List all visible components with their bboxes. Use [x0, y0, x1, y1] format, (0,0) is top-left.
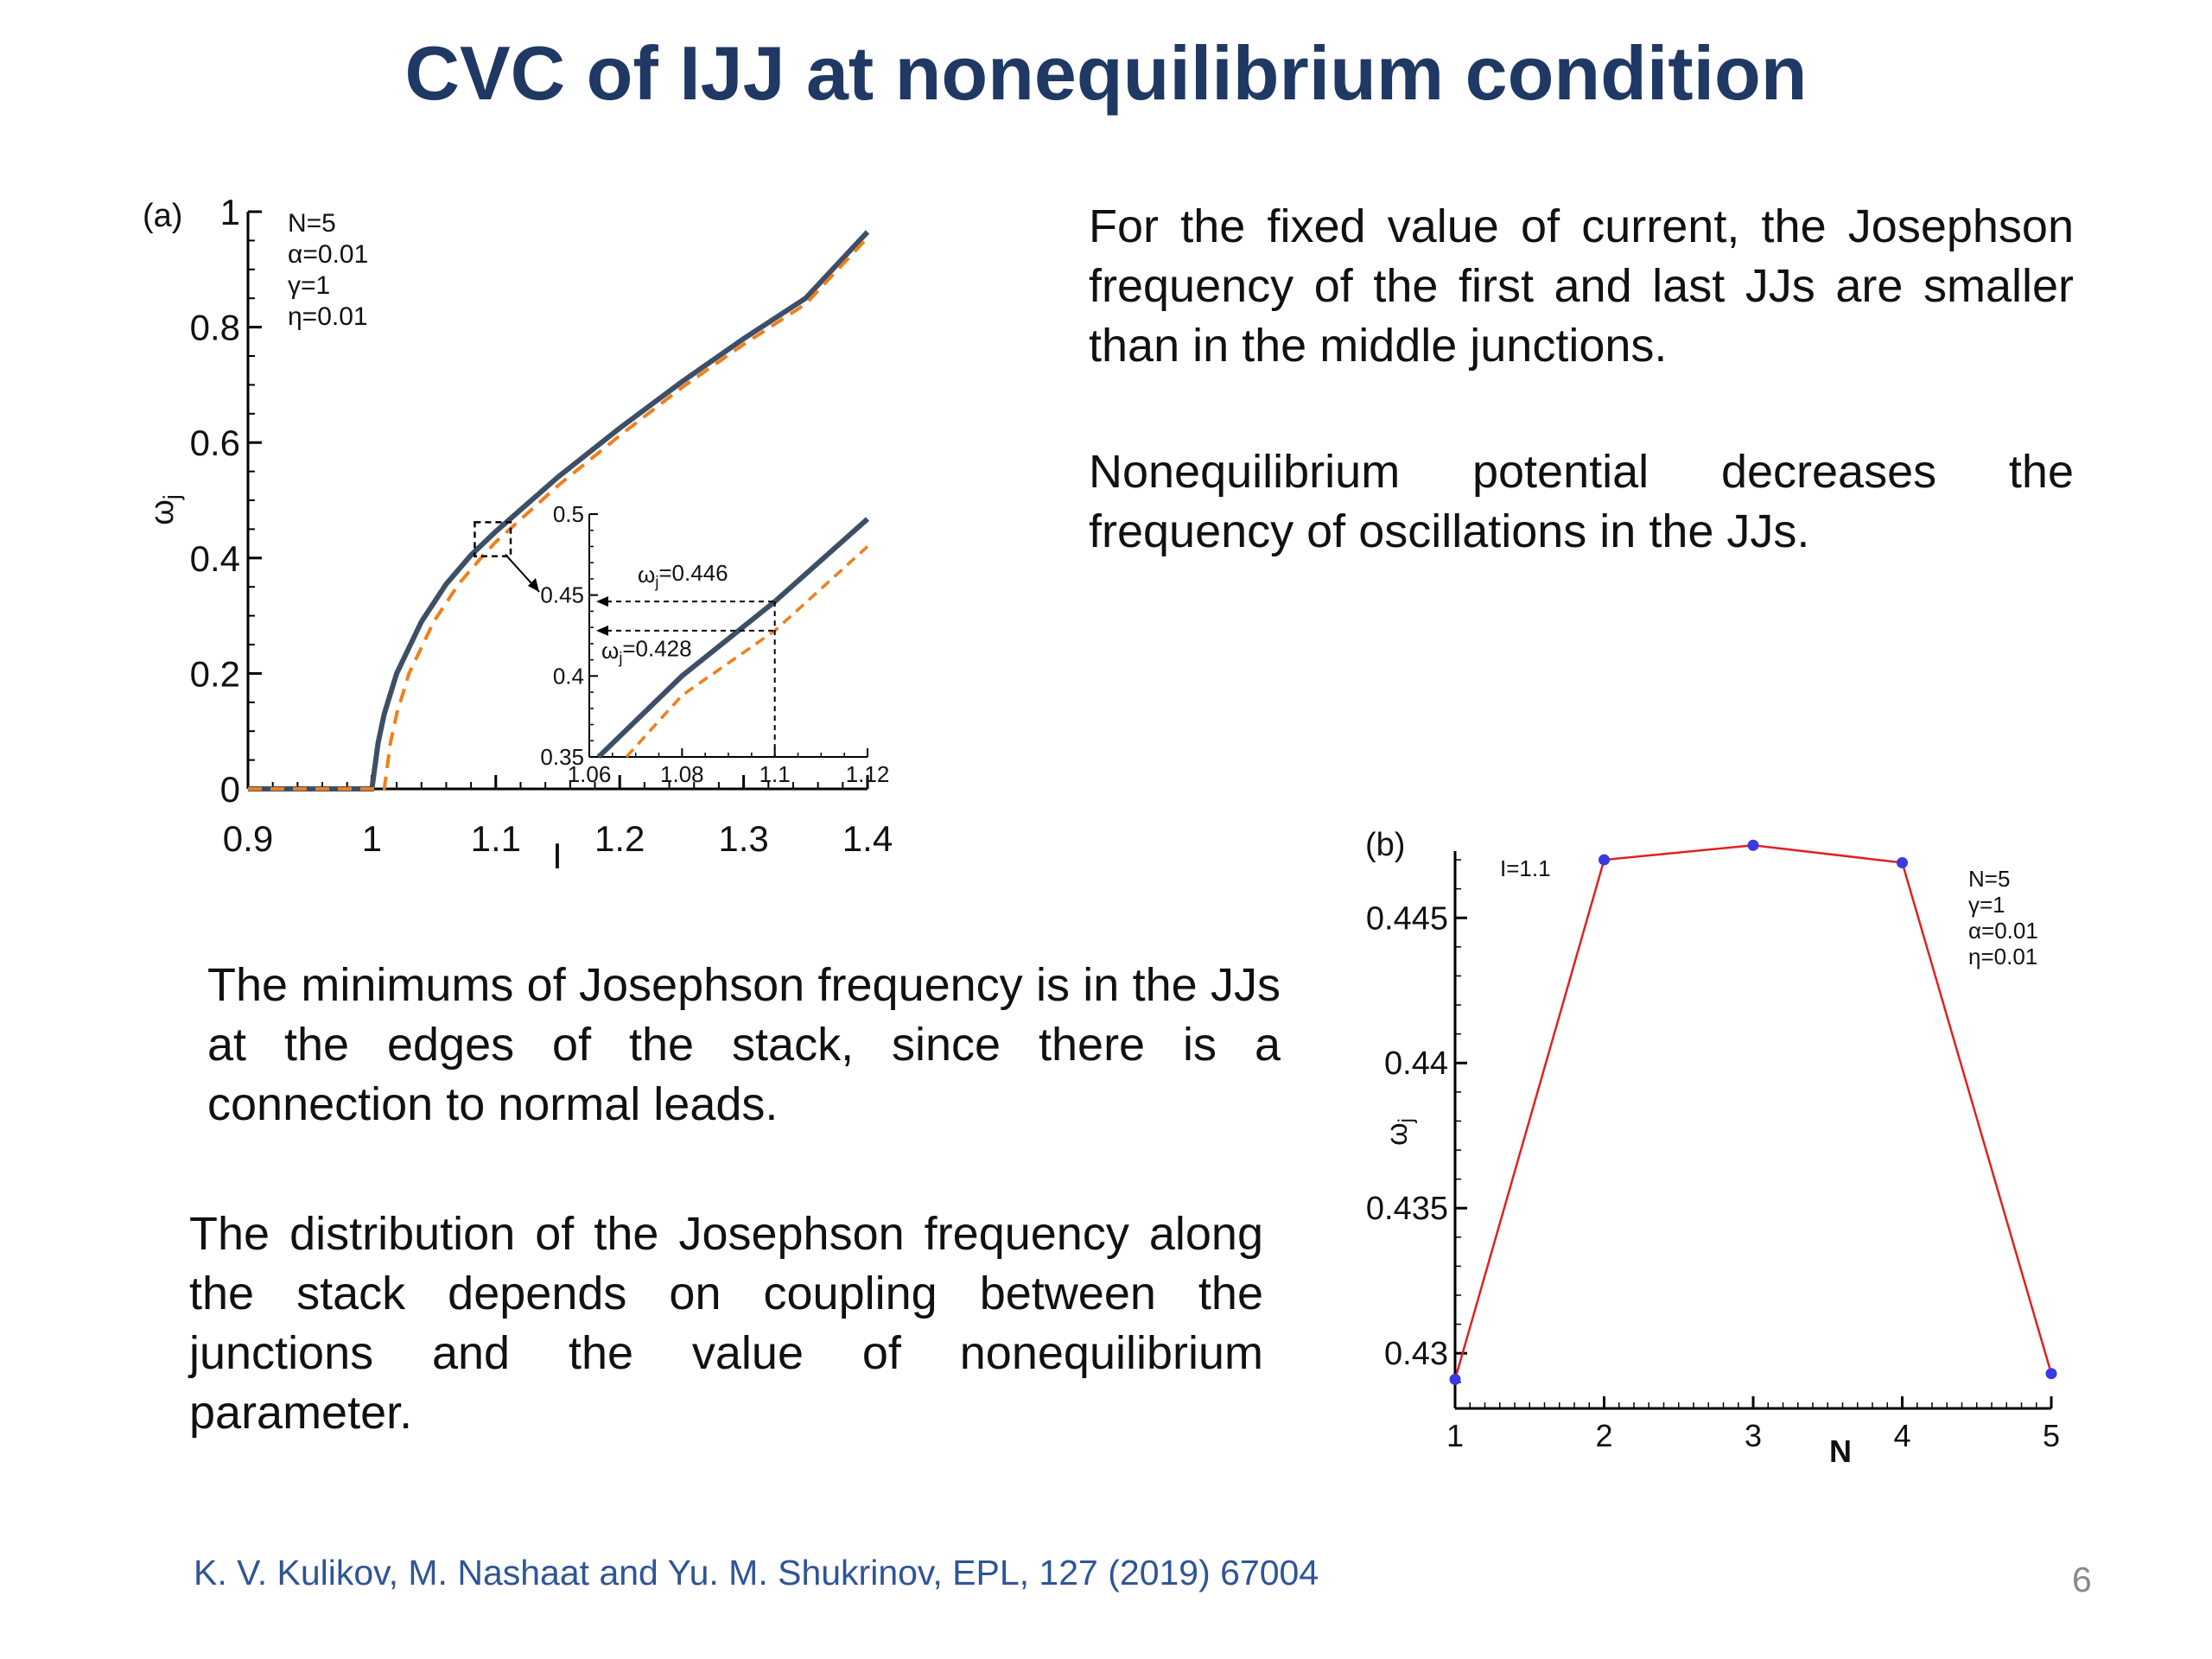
chart-a-inset-annotation-lower: ωj=0.428: [601, 636, 692, 667]
chart-a-inset: 1.06 1.08 1.1 1.12 0.35 0.4 0.45 0.5 ωj=0.446 ωj=…: [540, 501, 889, 787]
chart-b-x-tick-label: 3: [1745, 1418, 1762, 1453]
chart-b-parameter: N=5: [1968, 866, 2010, 892]
chart-a: 0.9 1 1.1 1.2 1.3 1.4 0 0.2 0.4 0.6 0.8 1 Iωj (a) N=5α…: [143, 192, 893, 876]
chart-b-y-tick-label: 0.44: [1384, 1046, 1448, 1082]
page-number: 6: [2072, 1560, 2092, 1599]
chart-a-parameter: γ=1: [288, 271, 330, 300]
chart-a-inset-x-tick-label: 1.06: [568, 761, 612, 787]
chart-a-inset-arrow-upper: [596, 596, 608, 607]
chart-a-inset-y-tick-label: 0.4: [553, 663, 584, 689]
chart-a-y-tick-label: 0.6: [190, 423, 240, 463]
chart-a-inset-arrow-lower: [596, 625, 608, 636]
chart-a-inset-x-tick-label: 1.1: [760, 761, 791, 787]
chart-a-x-tick-label: 1.3: [718, 818, 768, 859]
chart-a-series-dashed: [248, 236, 869, 791]
chart-a-x-label: I: [552, 836, 563, 876]
chart-b-x-tick-label: 4: [1893, 1418, 1910, 1453]
chart-a-y-tick-label: 0.8: [190, 308, 240, 348]
chart-b-data-point: [1747, 839, 1759, 851]
chart-b-x-tick-label: 1: [1446, 1418, 1464, 1453]
chart-b-y-tick-label: 0.435: [1366, 1191, 1448, 1227]
chart-a-y-tick-label: 0.4: [190, 538, 240, 579]
chart-a-inset-series-dashed: [625, 545, 869, 759]
chart-b: 1 2 3 4 5 0.43 0.435 0.44 0.445 Nωj (b) I=1.1 N=5γ=1…: [1365, 827, 2060, 1469]
chart-a-y-tick-label: 0.2: [190, 653, 240, 694]
chart-a-parameter: N=5: [288, 209, 336, 238]
chart-a-panel-label: (a): [143, 198, 182, 234]
chart-b-y-label: ωj: [1381, 1118, 1418, 1146]
chart-a-zoom-pointer-head: [528, 578, 539, 592]
chart-a-inset-y-tick-label: 0.45: [540, 582, 584, 608]
chart-b-parameter: γ=1: [1968, 892, 2005, 918]
chart-b-parameter: η=0.01: [1968, 944, 2037, 969]
chart-a-inset-annotation-upper: ωj=0.446: [638, 560, 728, 591]
chart-b-series-line: [1453, 844, 2053, 1380]
chart-b-data-point: [1897, 856, 1908, 868]
text-paragraph-3: The minimums of Josephson frequency is i…: [207, 959, 1281, 1130]
chart-a-x-tick-label: 1.4: [842, 818, 893, 859]
chart-a-inset-y-tick-label: 0.5: [553, 501, 584, 527]
chart-a-x-tick-label: 1.1: [471, 818, 521, 859]
chart-a-x-tick-label: 0.9: [223, 818, 273, 859]
chart-a-parameter: η=0.01: [288, 302, 368, 331]
chart-a-inset-y-tick-label: 0.35: [540, 744, 584, 770]
chart-b-x-tick-label: 5: [2043, 1418, 2060, 1453]
chart-a-inset-x-tick-label: 1.08: [660, 761, 704, 787]
chart-b-x-tick-label: 2: [1595, 1418, 1612, 1453]
chart-b-y-tick-label: 0.445: [1366, 900, 1448, 937]
chart-a-y-label: ωj: [144, 494, 185, 525]
text-paragraph-2: Nonequilibrium potential decreases the f…: [1089, 446, 2074, 557]
chart-a-inset-series-solid: [596, 517, 869, 760]
chart-b-annotation: I=1.1: [1500, 855, 1551, 881]
text-paragraph-1: For the fixed value of current, the Jose…: [1089, 200, 2074, 372]
chart-b-parameter: α=0.01: [1968, 918, 2038, 944]
chart-a-y-tick-label: 0: [220, 769, 240, 810]
chart-b-y-tick-label: 0.43: [1384, 1336, 1448, 1372]
text-paragraph-4: The distribution of the Josephson freque…: [189, 1208, 1263, 1439]
chart-a-series-solid: [248, 230, 870, 791]
chart-b-data-point: [1599, 854, 1610, 866]
chart-a-x-tick-label: 1.2: [594, 818, 645, 859]
chart-a-x-tick-label: 1: [362, 818, 382, 859]
chart-a-y-tick-label: 1: [220, 192, 240, 232]
chart-a-zoom-box: [474, 521, 512, 558]
chart-a-parameter: α=0.01: [288, 240, 368, 269]
chart-b-panel-label: (b): [1365, 827, 1405, 863]
chart-b-x-label: N: [1829, 1433, 1852, 1469]
chart-b-data-point: [2045, 1368, 2057, 1380]
reference-citation: K. V. Kulikov, M. Nashaat and Yu. M. Shu…: [194, 1553, 1319, 1592]
chart-b-data-point: [1449, 1373, 1461, 1385]
chart-a-inset-x-tick-label: 1.12: [846, 761, 890, 787]
slide-title: CVC of IJJ at nonequilibrium condition: [404, 30, 1808, 116]
